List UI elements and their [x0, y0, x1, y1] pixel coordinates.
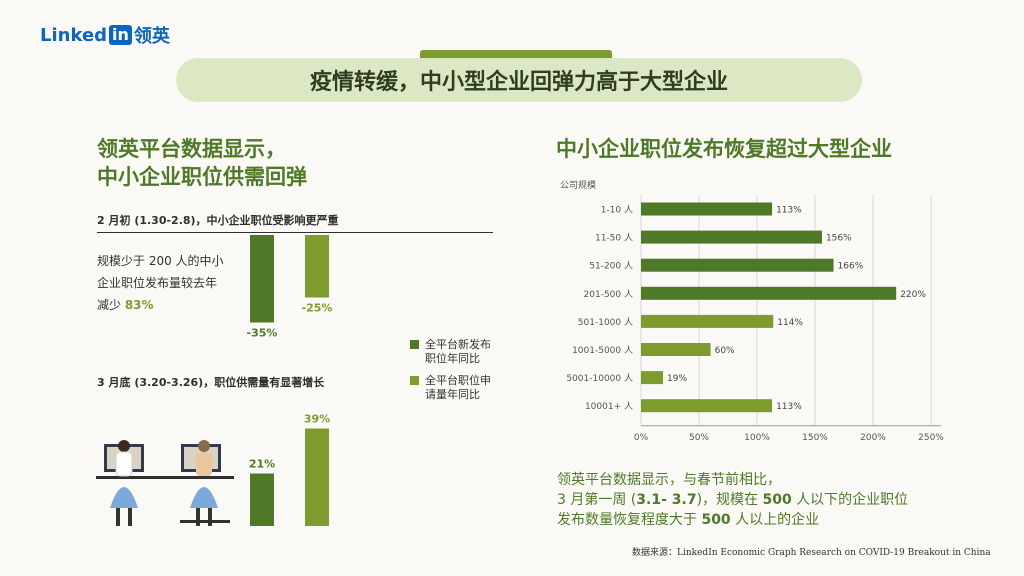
right-note-line1: 领英平台数据显示，与春节前相比， [557, 472, 781, 488]
left-heading-line2: 中小企业职位供需回弹 [97, 165, 307, 189]
legend-label-applications-l2: 请量年同比 [425, 388, 480, 401]
x-tick-label-0: 0% [634, 433, 649, 443]
legend-item-new-jobs: 全平台新发布 职位年同比 [410, 338, 491, 366]
brand-cn: 领英 [133, 26, 170, 47]
x-tick-label-1: 50% [689, 433, 709, 443]
title-tab-decoration [420, 50, 612, 60]
bar-5 [641, 343, 711, 356]
note-l3-a: 发布数量恢复程度大于 [557, 512, 702, 528]
right-note-line3: 发布数量恢复程度大于 500 人以上的企业 [557, 510, 917, 530]
right-note-line2: 3 月第一周 (3.1- 3.7)，规模在 500 人以下的企业职位 [557, 490, 917, 510]
bar-label-feb-series-1: -25% [302, 302, 333, 315]
category-label-2: 51-200 人 [589, 261, 633, 272]
value-label-2: 166% [838, 262, 864, 272]
note-l2-a: 3 月第一周 ( [557, 492, 637, 508]
bar-label-mar-series-1: 39% [304, 413, 330, 426]
x-tick-label-3: 150% [802, 433, 828, 443]
bar-0 [641, 202, 773, 216]
value-label-7: 113% [776, 402, 802, 412]
section1-description: 规模少于 200 人的中小 企业职位发布量较去年 减少 83% [97, 250, 247, 316]
left-heading: 领英平台数据显示， 中小企业职位供需回弹 [97, 135, 307, 191]
note-l3-c: 人以上的企业 [730, 512, 820, 528]
value-label-1: 156% [826, 234, 852, 244]
legend-swatch-new-jobs [410, 340, 419, 349]
legend-label-applications-l1: 全平台职位申 [425, 374, 491, 387]
bar-2 [641, 258, 834, 272]
left-heading-line1: 领英平台数据显示， [97, 137, 286, 161]
company-size-bar-chart: 公司规模 0% 50% 100% 150% 200% 250% 1-10 人 113% 11-50… [560, 180, 944, 443]
bar-feb-series-1 [305, 235, 329, 298]
desc-prefix: 减少 [97, 298, 125, 312]
desc-line1: 规模少于 200 人的中小 [97, 254, 224, 268]
x-tick-label-5: 250% [918, 433, 944, 443]
legend-label-new-jobs-l1: 全平台新发布 [425, 338, 491, 351]
people-at-desks-illustration [96, 440, 234, 526]
linkedin-logo: Linked in 领英 [40, 22, 170, 48]
category-label-1: 11-50 人 [595, 233, 633, 244]
bar-mar-series-0 [250, 473, 274, 526]
right-note: 领英平台数据显示，与春节前相比， 3 月第一周 (3.1- 3.7)，规模在 5… [557, 470, 917, 530]
category-label-7: 10001+ 人 [585, 401, 633, 412]
bar-3 [641, 286, 897, 300]
brand-in-mark: in [109, 25, 132, 45]
category-label-0: 1-10 人 [601, 205, 633, 216]
y-axis-title: 公司规模 [560, 180, 596, 191]
brand-name: Linked [40, 24, 108, 46]
data-source: 数据来源：LinkedIn Economic Graph Research on… [632, 548, 991, 558]
legend-label-new-jobs-l2: 职位年同比 [425, 352, 480, 365]
legend-label-new-jobs: 全平台新发布 职位年同比 [425, 338, 491, 366]
category-label-5: 1001-5000 人 [572, 345, 633, 356]
section1-label: 2 月初 (1.30-2.8)，中小企业职位受影响更严重 [97, 214, 339, 227]
desc-line2: 企业职位发布量较去年 [97, 276, 218, 290]
value-label-5: 60% [715, 346, 735, 356]
bar-label-feb-series-0: -35% [247, 327, 278, 340]
bar-1 [641, 230, 822, 244]
page-title-text: 疫情转缓，中小型企业回弹力高于大型企业 [309, 70, 728, 95]
value-label-0: 113% [776, 206, 802, 216]
desc-highlight: 83% [124, 298, 154, 312]
bar-label-mar-series-0: 21% [249, 458, 275, 471]
bar-mar-series-1 [305, 428, 329, 526]
right-heading: 中小企业职位发布恢复超过大型企业 [556, 137, 892, 161]
note-l2-e: 人以下的企业职位 [791, 492, 909, 508]
note-l3-b: 500 [701, 512, 731, 528]
legend-item-applications: 全平台职位申 请量年同比 [410, 374, 491, 402]
bar-4 [641, 314, 774, 328]
bar-7 [641, 399, 773, 413]
bar-feb-series-0 [250, 235, 274, 323]
section2-label: 3 月底 (3.20-3.26)，职位供需量有显著增长 [97, 376, 325, 389]
value-label-4: 114% [777, 318, 803, 328]
note-l2-d: 500 [762, 492, 792, 508]
note-l2-b: 3.1- 3.7 [636, 492, 697, 508]
x-tick-label-4: 200% [860, 433, 886, 443]
page-title: 疫情转缓，中小型企业回弹力高于大型企业 [176, 58, 862, 102]
category-label-6: 5001-10000 人 [566, 373, 633, 384]
value-label-6: 19% [667, 374, 687, 384]
x-tick-label-2: 100% [744, 433, 770, 443]
category-label-3: 201-500 人 [584, 289, 633, 300]
note-l2-c: )，规模在 [696, 492, 763, 508]
value-label-3: 220% [900, 290, 926, 300]
section1-divider [97, 232, 493, 233]
bar-6 [641, 371, 664, 385]
legend-label-applications: 全平台职位申 请量年同比 [425, 374, 491, 402]
desc-line3: 减少 83% [97, 294, 247, 316]
legend-swatch-applications [410, 376, 419, 385]
category-label-4: 501-1000 人 [578, 317, 633, 328]
